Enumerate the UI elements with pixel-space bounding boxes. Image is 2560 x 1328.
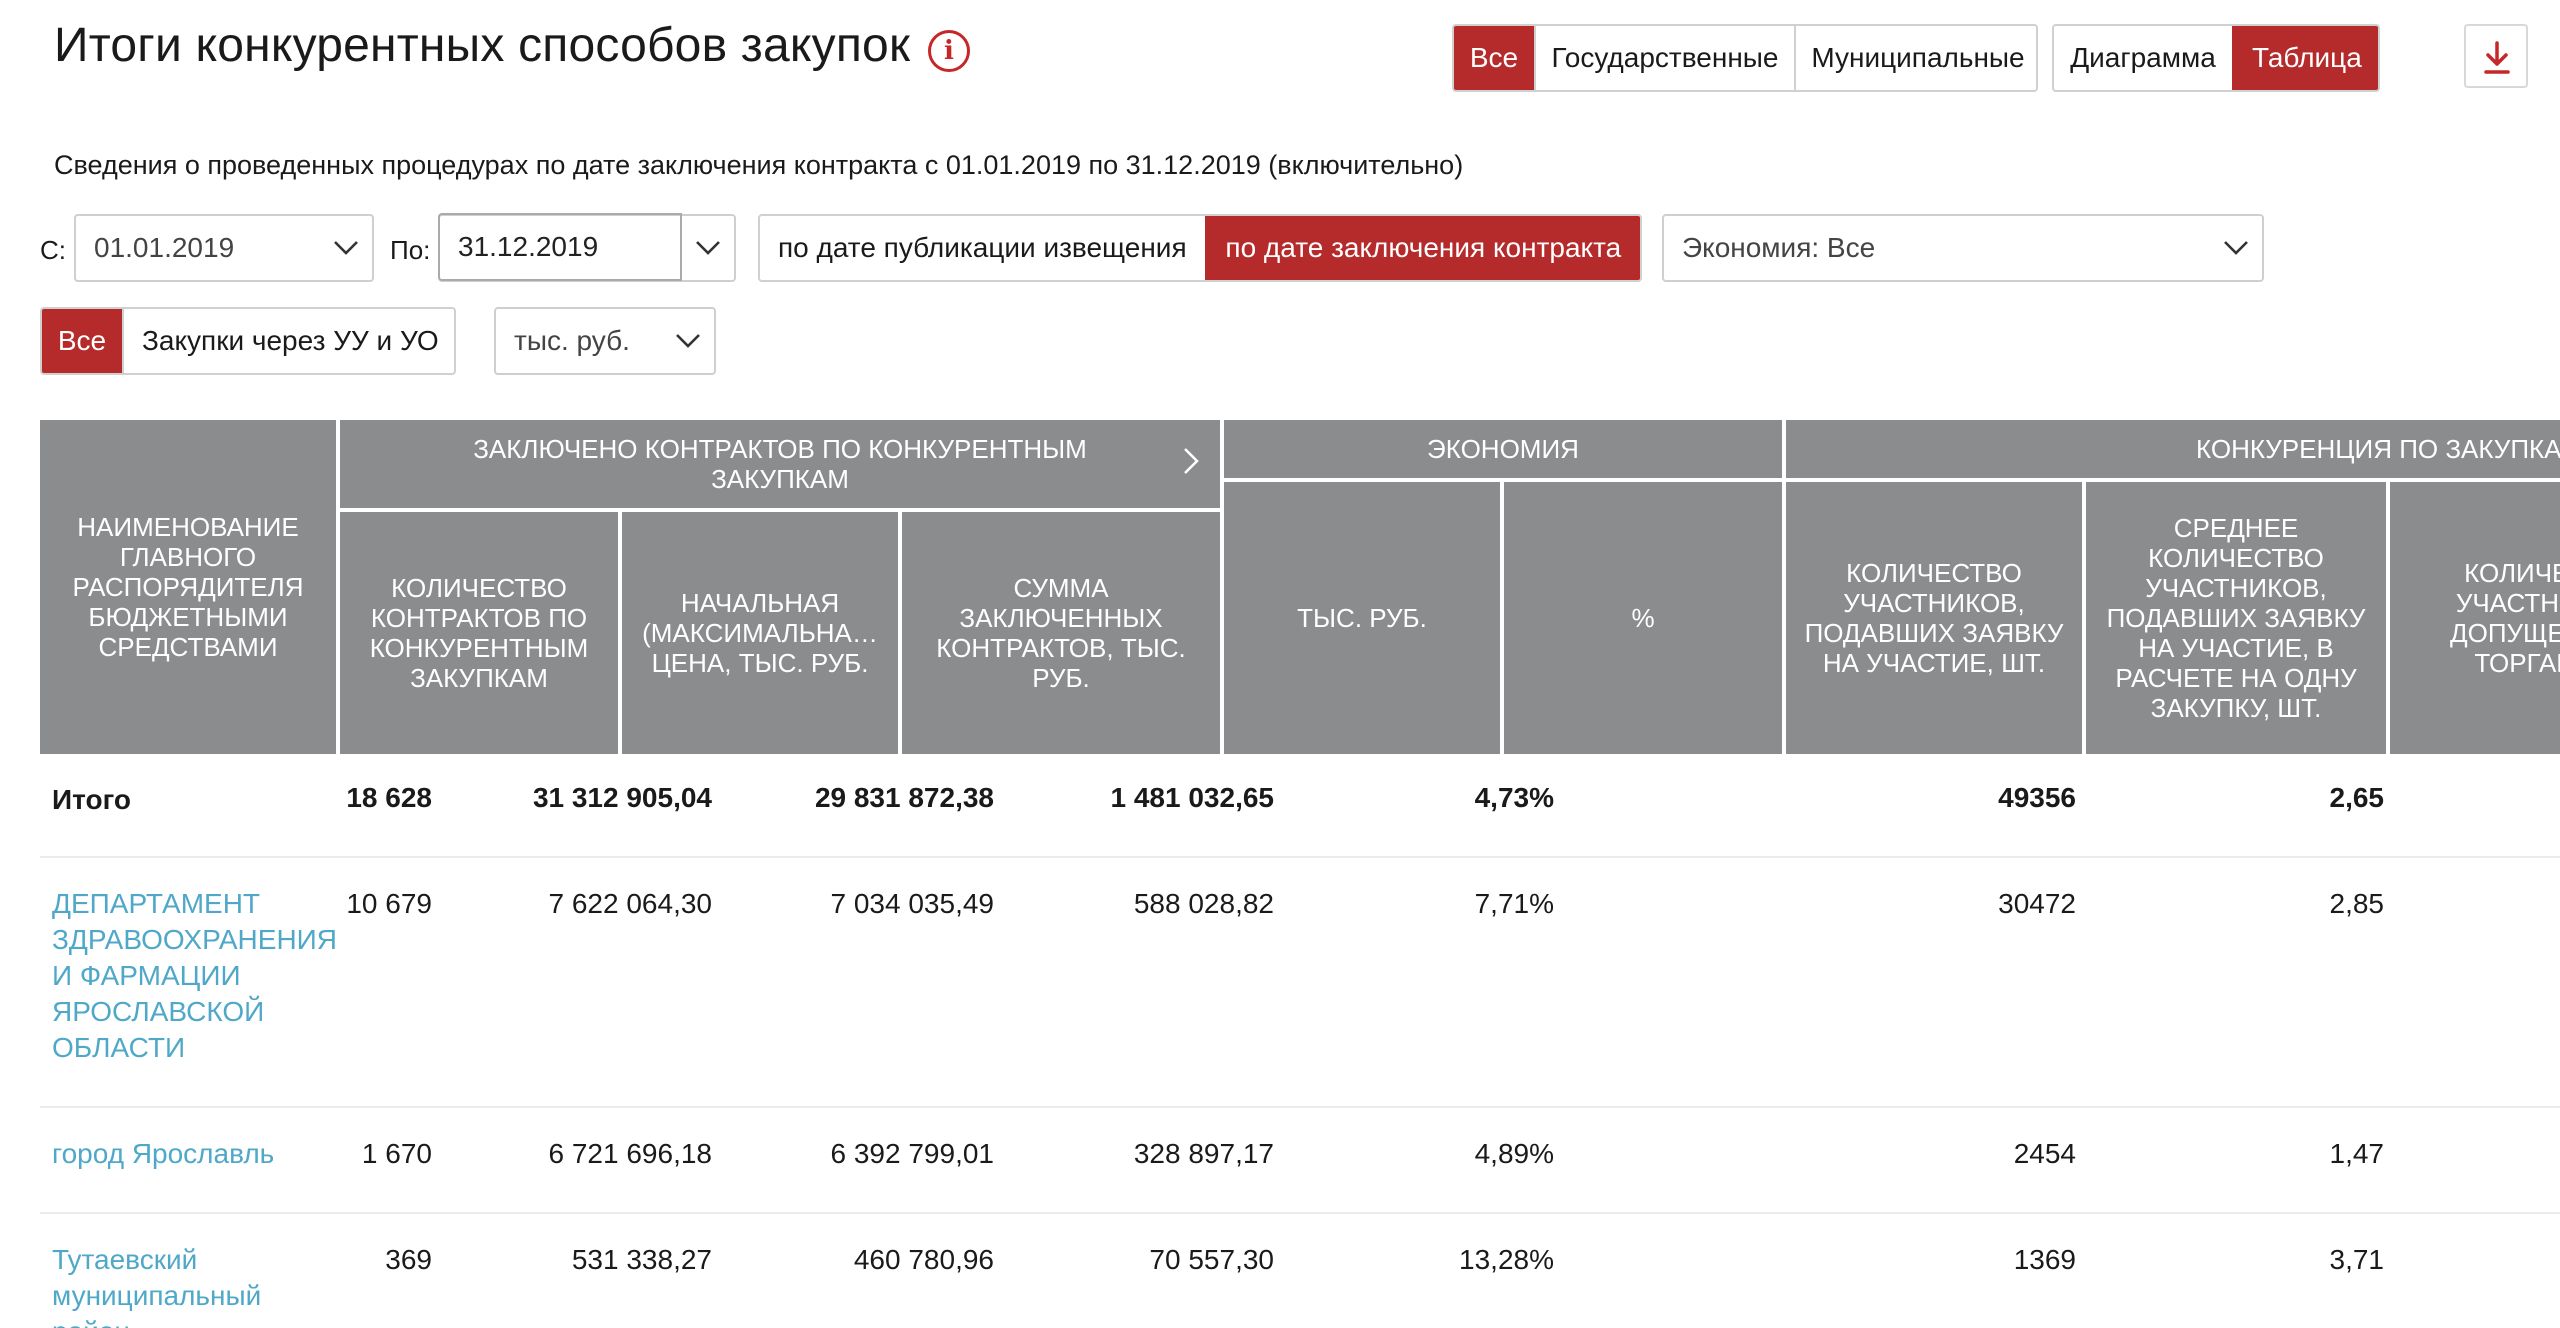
col-group-contracts[interactable]: Заключено контрактов по конкурентным зак… [340,420,1220,508]
units-value: тыс. руб. [514,325,630,356]
table-row-total: Итого 18 628 31 312 905,04 29 831 872,38… [40,754,2560,858]
col-group-competition[interactable]: Конкуренция по закупкам [1786,420,2560,478]
table-row: Тутаевский муниципальный район 369 531 3… [40,1214,2560,1328]
col-header-participants[interactable]: Количество участников, подавших заявку н… [1786,482,2082,754]
cell-initial-price: 6 721 696,18 [548,1138,713,1169]
download-button[interactable] [2464,24,2528,88]
cell-contracts-sum: 29 831 872,38 [814,782,994,813]
view-table-button[interactable]: Таблица [2232,26,2378,90]
cell-avg-participants: 1,47 [2329,1138,2385,1169]
date-mode-contract-button[interactable]: по дате заключения контракта [1204,216,1640,280]
col-header-economy-pct[interactable]: % [1504,482,1782,754]
cell-contracts-count: 18 628 [346,782,432,813]
view-chart-button[interactable]: Диаграмма [2070,42,2216,73]
cell-contracts-count: 10 679 [346,888,432,919]
purchase-type-toggle: Все Закупки через УУ и УО [40,307,456,375]
economy-select[interactable]: Экономия: Все [1662,214,2264,282]
date-mode-toggle: по дате публикации извещения по дате зак… [758,214,1642,282]
cell-economy-rub: 1 481 032,65 [1110,782,1275,813]
cell-avg-participants: 3,71 [2329,1244,2385,1275]
page-title: Итоги конкурентных способов закупок [54,19,911,72]
col-group-economy[interactable]: Экономия [1224,420,1782,478]
row-name: Итого [52,784,131,815]
cell-contracts-count: 1 670 [361,1138,432,1169]
purchase-type-uu-uo-button[interactable]: Закупки через УУ и УО [122,309,454,373]
chevron-down-icon [320,216,372,280]
cell-contracts-sum: 460 780,96 [853,1244,994,1275]
economy-value: Экономия: Все [1682,232,1876,263]
cell-contracts-sum: 6 392 799,01 [830,1138,995,1169]
cell-initial-price: 531 338,27 [571,1244,712,1275]
view-toggle: Диаграмма Таблица [2052,24,2380,92]
col-header-name[interactable]: Наименование главного распорядителя бюдж… [40,420,336,754]
col-group-contracts-label: Заключено контрактов по конкурентным зак… [473,434,1087,494]
col-header-economy-rub[interactable]: тыс. руб. [1224,482,1500,754]
cell-participants: 30472 [1998,888,2076,919]
col-header-admitted[interactable]: Количе… участни… допущен… торгам, [2390,482,2560,754]
purchase-type-all-button[interactable]: Все [42,309,122,373]
col-header-initial-price[interactable]: Начальная (максимальна… цена, тыс. руб. [622,512,898,754]
table-row: город Ярославль 1 670 6 721 696,18 6 392… [40,1108,2560,1214]
date-mode-publication-button[interactable]: по дате публикации извещения [778,232,1187,263]
cell-initial-price: 7 622 064,30 [548,888,713,919]
table-row: ДЕПАРТАМЕНТ ЗДРАВООХРАНЕНИЯ И ФАРМАЦИИ Я… [40,858,2560,1108]
cell-contracts-sum: 7 034 035,49 [830,888,995,919]
date-to-select[interactable]: 31.12.2019 [438,213,736,282]
row-name-link[interactable]: ДЕПАРТАМЕНТ ЗДРАВООХРАНЕНИЯ И ФАРМАЦИИ Я… [52,888,338,1063]
cell-contracts-count: 369 [385,1244,432,1275]
cell-avg-participants: 2,65 [2329,782,2385,813]
col-header-contracts-sum[interactable]: Сумма заключенных контрактов, тыс. руб. [902,512,1220,754]
col-header-avg-participants[interactable]: Среднее количество участников, подавших … [2086,482,2386,754]
report-description: Сведения о проведенных процедурах по дат… [54,150,1464,180]
cell-participants: 49356 [1998,782,2076,813]
row-name-link[interactable]: город Ярославль [52,1138,275,1169]
chevron-down-icon [662,309,714,373]
cell-participants: 2454 [2013,1138,2076,1169]
info-icon[interactable]: i [928,30,970,72]
chevron-right-icon[interactable] [1182,446,1200,476]
row-name-link[interactable]: Тутаевский муниципальный район [52,1244,262,1328]
date-from-select[interactable]: 01.01.2019 [74,214,374,282]
date-from-value: 01.01.2019 [94,232,235,263]
download-icon [2484,41,2510,74]
level-filter: Все Государственные Муниципальные [1452,24,2038,92]
level-filter-municipal-button[interactable]: Муниципальные [1794,26,2036,90]
cell-economy-rub: 328 897,17 [1133,1138,1274,1169]
chevron-down-icon [2210,216,2262,280]
cell-initial-price: 31 312 905,04 [532,782,712,813]
col-header-contracts-count[interactable]: Количество контрактов по конкурентным за… [340,512,618,754]
chevron-down-icon [682,216,734,280]
date-to-label: По: [390,235,431,265]
level-filter-all-button[interactable]: Все [1454,26,1534,90]
cell-economy-pct: 7,71% [1474,888,1554,919]
cell-economy-pct: 4,73% [1474,782,1554,813]
cell-economy-pct: 4,89% [1474,1138,1554,1169]
level-filter-state-button[interactable]: Государственные [1534,26,1794,90]
date-from-label: С: [40,235,66,265]
cell-participants: 1369 [2013,1244,2076,1275]
cell-economy-rub: 588 028,82 [1133,888,1274,919]
cell-avg-participants: 2,85 [2329,888,2385,919]
cell-economy-pct: 13,28% [1459,1244,1554,1275]
date-to-input[interactable]: 31.12.2019 [438,213,682,281]
cell-economy-rub: 70 557,30 [1149,1244,1274,1275]
units-select[interactable]: тыс. руб. [494,307,716,375]
results-table: Наименование главного распорядителя бюдж… [40,420,2560,1328]
